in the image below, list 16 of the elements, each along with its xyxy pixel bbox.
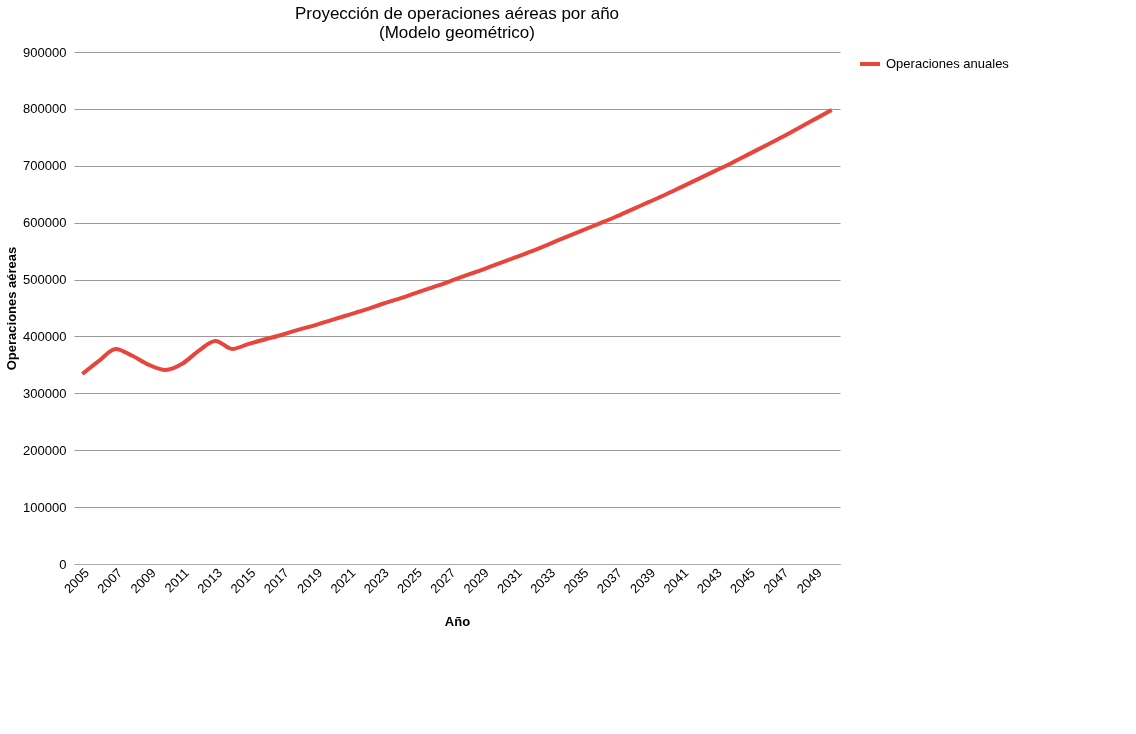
y-tick-label: 500000: [23, 272, 67, 288]
y-tick-label: 400000: [23, 328, 67, 344]
y-tick-label: 800000: [23, 101, 67, 117]
y-axis-title: Operaciones aéreas: [4, 246, 20, 371]
y-tick-label: 700000: [23, 158, 67, 174]
line-series: [80, 108, 834, 376]
y-tick-label: 600000: [23, 215, 67, 231]
y-tick-label: 0: [59, 556, 67, 572]
y-tick-label: 100000: [23, 499, 67, 515]
legend-label: Operaciones anuales: [886, 56, 1010, 71]
y-tick-label: 900000: [23, 44, 67, 60]
y-tick-label: 300000: [23, 385, 67, 401]
text: (Modelo geométrico): [379, 23, 535, 42]
text: Proyección de operaciones aéreas por año: [294, 4, 620, 23]
x-axis-title: Año: [444, 614, 471, 630]
y-tick-label: 200000: [23, 442, 67, 458]
